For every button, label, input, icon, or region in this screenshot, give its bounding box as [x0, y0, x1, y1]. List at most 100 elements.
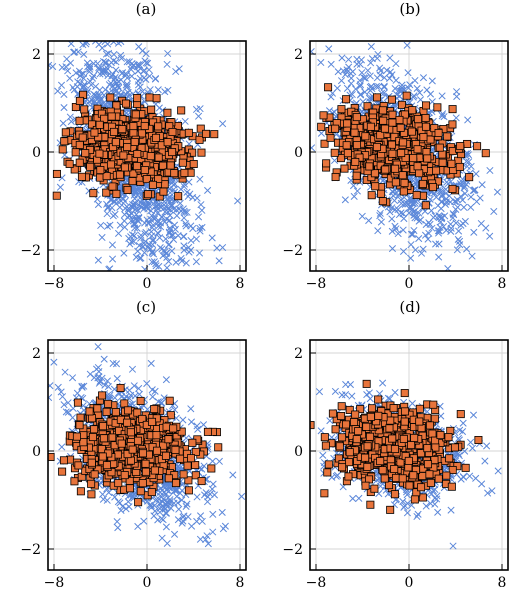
scatter-point-x: [112, 66, 120, 74]
scatter-point-x: [452, 219, 460, 227]
scatter-point-x: [102, 66, 110, 74]
panel-b-ytick-label-top: 2: [294, 47, 303, 63]
scatter-point-x: [348, 90, 356, 99]
scatter-point-x: [367, 43, 375, 51]
scatter-point-square: [379, 106, 388, 115]
scatter-point-square: [412, 191, 421, 200]
scatter-point-x: [117, 197, 125, 205]
scatter-point-square: [381, 165, 390, 174]
scatter-point-square: [171, 479, 180, 488]
scatter-point-x: [165, 487, 173, 495]
scatter-point-x: [477, 219, 485, 228]
scatter-point-square: [52, 191, 61, 200]
scatter-point-x: [392, 225, 400, 233]
scatter-point-square: [144, 190, 153, 199]
scatter-point-square: [426, 135, 435, 144]
scatter-point-x: [98, 233, 106, 242]
scatter-point-square: [388, 110, 397, 119]
panel-b-ytick-label-bottom: −2: [282, 243, 303, 259]
scatter-point-square: [163, 138, 172, 147]
scatter-point-x: [447, 227, 455, 235]
scatter-point-square: [189, 159, 198, 168]
scatter-point-x: [101, 86, 109, 94]
scatter-point-square: [409, 154, 418, 163]
scatter-point-x: [196, 227, 204, 235]
scatter-point-square: [398, 171, 407, 180]
scatter-point-x: [126, 212, 134, 220]
scatter-point-x: [136, 83, 144, 91]
scatter-point-x: [339, 67, 347, 75]
scatter-point-x: [196, 175, 204, 183]
scatter-point-x: [164, 49, 172, 58]
scatter-point-square: [319, 111, 328, 120]
scatter-point-x: [154, 229, 162, 237]
scatter-point-x: [199, 421, 208, 429]
scatter-point-x: [447, 220, 455, 228]
scatter-point-x: [175, 65, 183, 73]
scatter-point-x: [347, 74, 355, 82]
scatter-point-x: [367, 59, 375, 67]
scatter-point-x: [101, 381, 109, 389]
scatter-point-x: [80, 50, 88, 59]
scatter-point-square: [448, 105, 457, 114]
scatter-point-square: [422, 101, 431, 110]
scatter-point-x: [407, 254, 415, 262]
scatter-point-x: [365, 217, 373, 225]
scatter-point-x: [94, 343, 102, 351]
scatter-point-square: [343, 119, 352, 128]
scatter-point-x: [180, 242, 188, 250]
scatter-point-square: [418, 179, 427, 188]
scatter-point-x: [56, 183, 64, 191]
scatter-point-square: [413, 145, 422, 154]
scatter-point-x: [150, 215, 158, 223]
scatter-point-square: [158, 161, 167, 170]
scatter-point-square: [78, 133, 87, 142]
scatter-point-x: [128, 365, 137, 373]
scatter-point-square: [154, 175, 163, 184]
scatter-point-square: [407, 127, 416, 136]
scatter-point-x: [147, 228, 155, 236]
scatter-point-x: [59, 119, 67, 127]
scatter-point-square: [320, 139, 329, 148]
scatter-point-square: [112, 101, 121, 110]
scatter-point-x: [144, 59, 152, 67]
scatter-point-square: [133, 94, 142, 103]
scatter-point-x: [82, 41, 91, 46]
scatter-point-x: [137, 231, 145, 239]
scatter-point-x: [180, 232, 188, 241]
scatter-point-x: [376, 209, 384, 217]
scatter-point-x: [345, 63, 353, 71]
scatter-point-x: [440, 113, 448, 121]
scatter-point-x: [136, 254, 144, 262]
scatter-point-x: [398, 81, 406, 89]
scatter-point-x: [338, 54, 346, 62]
scatter-point-square: [370, 169, 379, 178]
scatter-point-square: [59, 456, 68, 465]
scatter-point-x: [184, 513, 192, 521]
scatter-point-x: [185, 248, 193, 256]
scatter-point-x: [85, 68, 93, 76]
scatter-point-square: [400, 178, 409, 187]
scatter-point-square: [413, 162, 422, 171]
scatter-point-square: [106, 160, 115, 169]
scatter-point-x: [58, 393, 67, 401]
scatter-point-square: [95, 120, 104, 129]
scatter-point-square: [71, 148, 80, 157]
scatter-point-square: [367, 191, 376, 200]
scatter-point-x: [183, 500, 191, 508]
scatter-point-square: [184, 476, 193, 485]
scatter-point-square: [381, 124, 390, 133]
scatter-point-x: [182, 502, 190, 511]
scatter-point-x: [187, 418, 196, 426]
scatter-point-square: [397, 100, 406, 109]
scatter-point-x: [175, 505, 183, 513]
scatter-point-square: [421, 201, 430, 210]
scatter-point-x: [110, 41, 118, 46]
scatter-point-x: [151, 74, 160, 83]
scatter-point-square: [408, 106, 417, 115]
scatter-point-square: [129, 122, 138, 131]
scatter-point-square: [456, 142, 465, 151]
panel-a: (a) −8 0 8 2 0 −2: [20, 0, 247, 292]
scatter-point-x: [209, 457, 217, 465]
scatter-point-x: [490, 207, 498, 216]
